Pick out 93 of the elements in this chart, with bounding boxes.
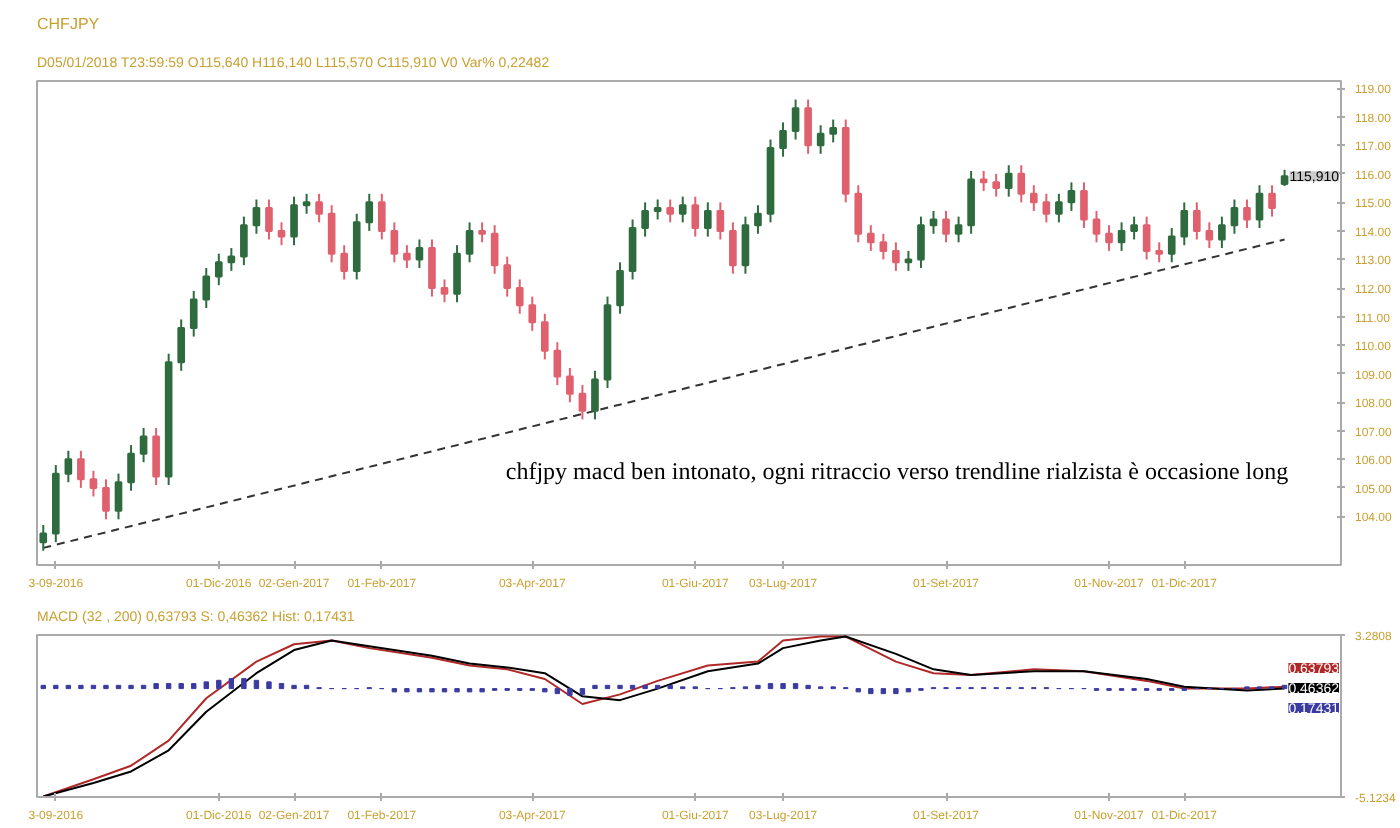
candlestick	[490, 224, 499, 275]
candlestick	[214, 252, 223, 287]
candlestick	[892, 241, 900, 272]
candlestick	[628, 218, 637, 281]
candlestick	[929, 209, 938, 235]
candlestick	[942, 209, 950, 244]
candlestick	[540, 312, 549, 361]
candlestick	[553, 341, 562, 387]
candlestick	[440, 278, 449, 304]
candlestick	[1042, 192, 1051, 224]
candlestick	[240, 215, 248, 267]
candlestick	[866, 224, 875, 252]
candlestick	[703, 201, 712, 238]
candlestick	[202, 267, 211, 310]
candlestick	[453, 244, 461, 304]
candlestick	[1155, 241, 1164, 264]
candlestick	[114, 472, 123, 521]
candlestick	[691, 195, 700, 238]
candlestick	[1029, 184, 1038, 212]
candlestick	[252, 198, 261, 235]
candlestick	[653, 198, 662, 221]
candlestick	[666, 198, 675, 224]
candlestick	[315, 192, 323, 224]
candlestick	[1180, 201, 1189, 247]
candlestick	[77, 449, 85, 489]
candlestick	[89, 469, 98, 498]
candlestick	[503, 255, 512, 298]
candlestick	[152, 426, 160, 487]
candlestick	[1130, 215, 1138, 241]
annotation: chfjpy macd ben intonato, ogni ritraccio verso trendline rialzista è occasione long	[505, 457, 1289, 485]
candlestick	[1205, 221, 1214, 250]
candlestick	[741, 215, 750, 275]
candlestick	[302, 192, 311, 215]
candlestick	[1105, 224, 1113, 252]
candlestick	[277, 221, 286, 247]
candlestick	[1080, 181, 1088, 230]
candlestick	[127, 444, 135, 492]
candlestick	[1268, 184, 1276, 218]
candlestick	[1117, 221, 1126, 252]
candlestick	[879, 232, 888, 261]
candlestick	[1067, 181, 1076, 212]
candlestick	[64, 449, 73, 484]
candlestick	[754, 204, 762, 235]
candlestick	[290, 195, 298, 247]
candlestick	[1167, 227, 1176, 264]
candlestick	[1004, 164, 1013, 198]
candlestick	[678, 195, 687, 224]
candlestick	[917, 215, 925, 270]
candlestick	[1243, 198, 1251, 230]
candlestick	[1142, 215, 1151, 261]
candlestick	[265, 198, 273, 241]
candlestick	[829, 118, 838, 144]
candlestick	[854, 184, 863, 244]
candlestick	[177, 318, 186, 372]
candlestick	[578, 384, 587, 421]
candlestick	[139, 426, 148, 464]
candlestick	[566, 366, 574, 404]
candlestick	[327, 204, 336, 264]
candlestick	[39, 524, 48, 552]
candlestick	[1218, 215, 1226, 250]
candlestick	[1230, 198, 1239, 235]
candlestick	[729, 221, 737, 275]
candlestick	[779, 121, 787, 158]
candlestick	[415, 238, 424, 270]
candlestick	[641, 201, 649, 238]
candlestick	[403, 244, 411, 270]
candlestick	[804, 98, 812, 155]
candlestick	[465, 221, 474, 264]
candlestick	[365, 192, 374, 232]
chart-title: CHFJPY	[37, 15, 101, 33]
candlestick	[591, 369, 599, 421]
candlestick	[791, 98, 800, 141]
candlestick	[967, 169, 975, 235]
candlestick	[1092, 209, 1101, 244]
candlestick	[478, 221, 486, 244]
candlestick	[102, 478, 110, 521]
candlestick	[1017, 164, 1026, 204]
candlestick	[716, 201, 725, 241]
candlestick	[390, 221, 399, 264]
candlestick	[515, 278, 524, 315]
candlestick	[904, 249, 913, 272]
candlestick	[616, 261, 624, 315]
candlestick	[954, 215, 963, 244]
candlestick	[816, 124, 825, 155]
candlestick	[1192, 201, 1201, 241]
candlestick	[1255, 184, 1264, 230]
candlestick	[528, 295, 537, 332]
candlestick	[377, 192, 386, 241]
candlestick	[428, 238, 436, 298]
candlestick	[189, 289, 198, 338]
candlestick	[340, 244, 349, 281]
candlestick	[992, 172, 1001, 198]
candlestick	[1055, 192, 1063, 224]
